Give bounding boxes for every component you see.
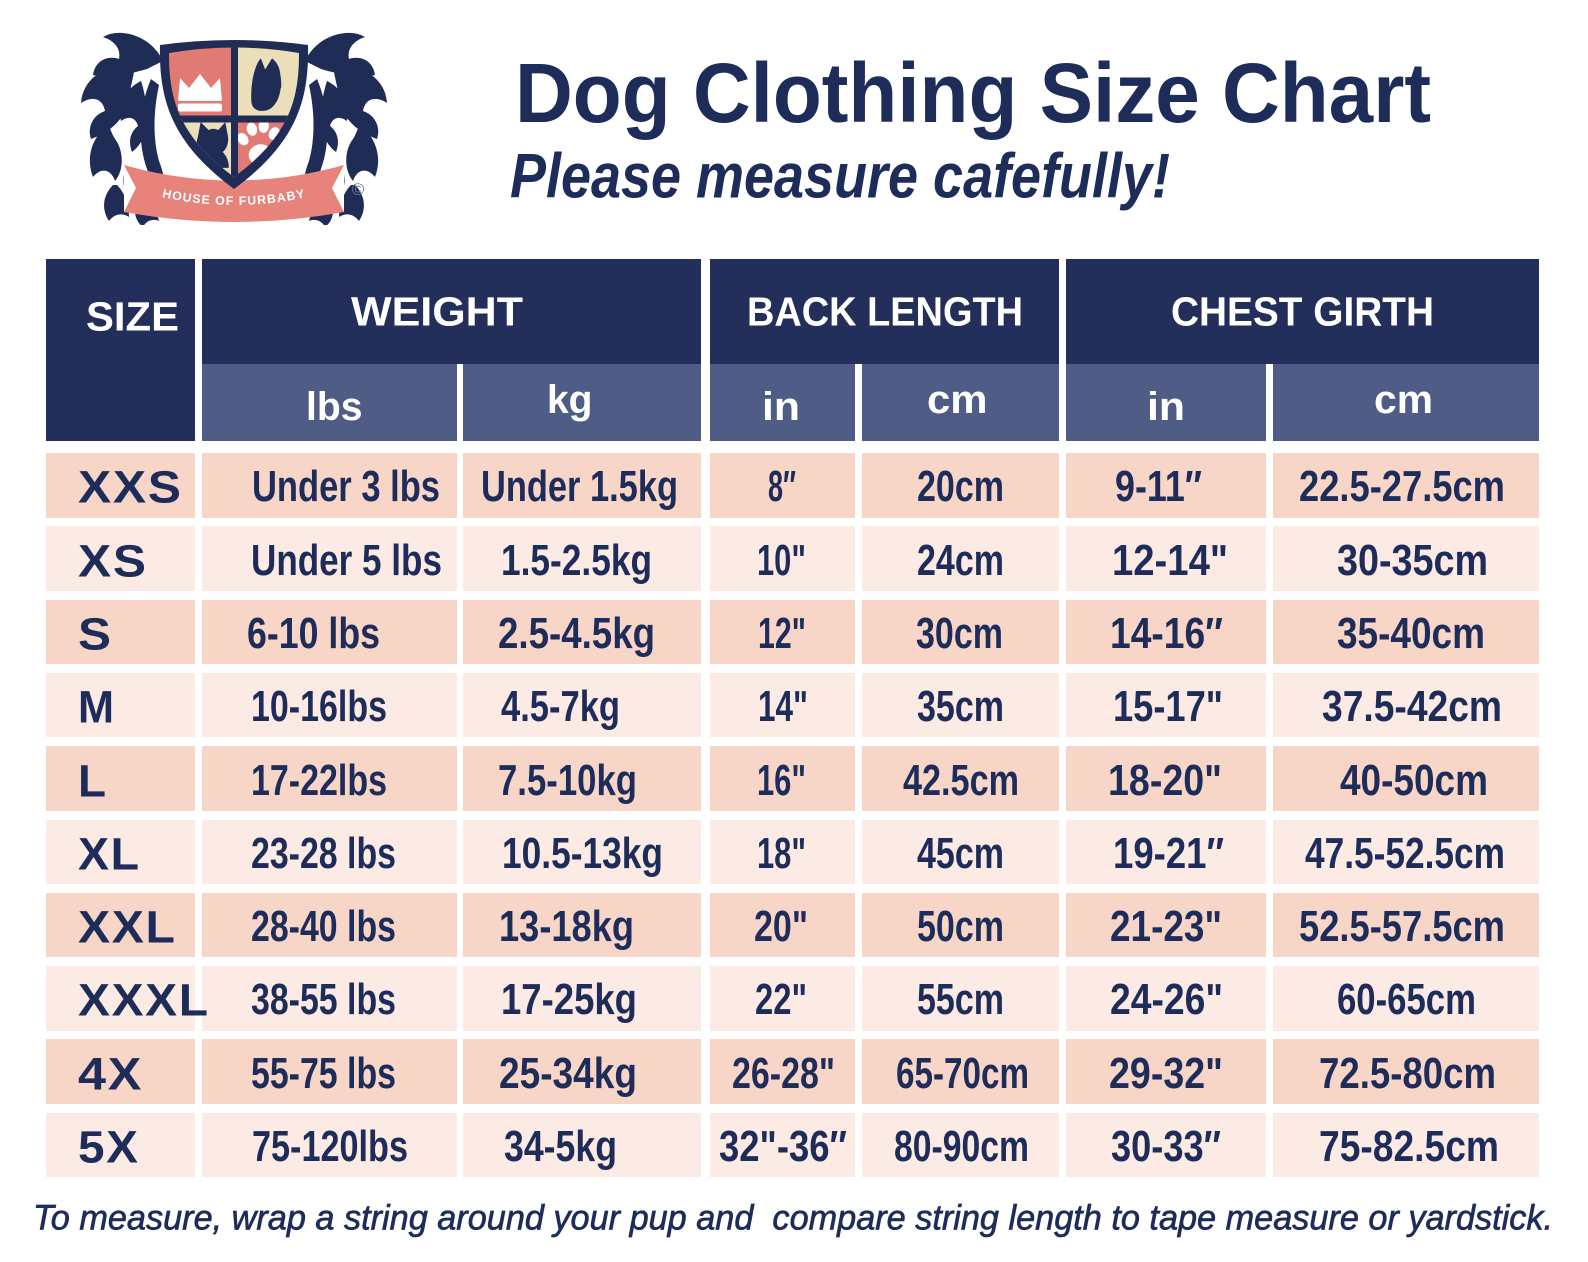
svg-text:©: © bbox=[352, 180, 365, 199]
